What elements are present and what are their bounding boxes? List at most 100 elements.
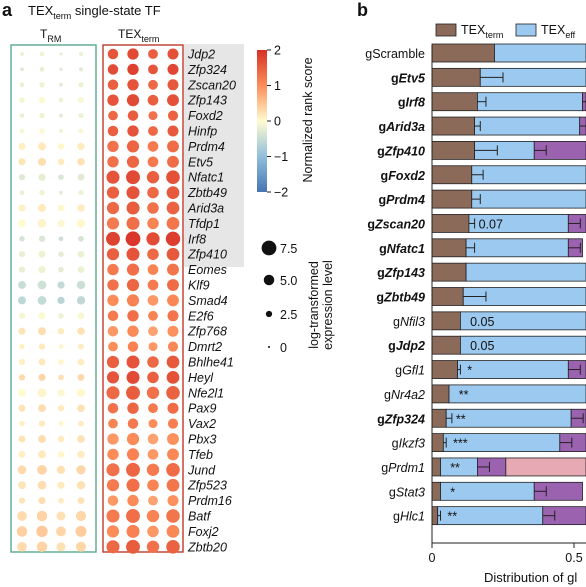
- texterm-dot: [106, 371, 120, 384]
- x-axis-label: Distribution of gl: [484, 570, 577, 585]
- trm-dot: [75, 525, 87, 537]
- gene-label: Prdm4: [188, 140, 225, 154]
- trm-dot: [19, 82, 25, 88]
- texterm-dot: [167, 433, 179, 445]
- texterm-dot: [127, 310, 139, 322]
- texterm-dot: [106, 231, 120, 246]
- colorbar-title: Normalized rank score: [301, 57, 315, 182]
- texterm-dot: [146, 509, 160, 523]
- colorbar-tick-label: 1: [274, 79, 281, 93]
- texterm-dot: [107, 94, 119, 106]
- bar-annotation: **: [456, 412, 466, 426]
- trm-dot: [39, 189, 45, 196]
- texterm-dot: [127, 125, 139, 137]
- texterm-dot: [126, 509, 140, 523]
- gene-label: Jund: [187, 463, 216, 477]
- trm-dot: [38, 235, 46, 242]
- texterm-dot: [147, 186, 159, 199]
- texterm-dot: [147, 433, 159, 445]
- trm-dot: [17, 465, 27, 475]
- trm-dot: [37, 280, 47, 290]
- trm-dot: [38, 266, 46, 274]
- texterm-dot: [167, 294, 179, 307]
- bar-category-label: gZfp143: [377, 266, 425, 280]
- trm-dot: [57, 389, 65, 397]
- texterm-dot: [167, 79, 179, 91]
- trm-dot: [18, 358, 26, 366]
- texterm-dot: [126, 186, 140, 200]
- bar-segment: [431, 311, 461, 331]
- bar-category-label: gStat3: [389, 485, 425, 499]
- bar-annotation: ***: [453, 437, 468, 451]
- bar-segment: [431, 457, 441, 477]
- bar-segment: [431, 92, 478, 112]
- texterm-dot: [148, 495, 158, 506]
- panel-a-letter: a: [2, 0, 13, 20]
- texterm-dot: [147, 217, 159, 230]
- bar-annotation: **: [459, 388, 469, 402]
- texterm-dot: [107, 79, 119, 91]
- texterm-dot: [166, 217, 180, 230]
- bar-category-label: gZfp324: [377, 412, 425, 426]
- texterm-dot: [166, 371, 180, 384]
- trm-dot: [38, 420, 46, 427]
- bar-category-label: gPrdm4: [378, 193, 425, 207]
- texterm-dot: [126, 263, 140, 276]
- trm-dot: [18, 450, 26, 458]
- gene-label: Etv5: [188, 155, 213, 169]
- texterm-dot: [126, 247, 140, 261]
- texterm-dot: [126, 432, 140, 446]
- texterm-dot: [126, 355, 140, 369]
- trm-dot: [57, 451, 65, 458]
- texterm-dot: [127, 418, 139, 429]
- trm-dot: [39, 67, 45, 72]
- bar-annotation: 0.07: [479, 217, 503, 231]
- bar-category-label: gGfl1: [395, 364, 425, 378]
- texterm-dot: [126, 140, 140, 153]
- gene-label: Irf8: [188, 232, 206, 246]
- texterm-dot: [125, 231, 141, 247]
- bar-category-label: gNfil3: [393, 315, 425, 329]
- bar-segment: [431, 335, 461, 355]
- bar-segment: [431, 67, 481, 87]
- bar-segment: [431, 116, 475, 136]
- trm-dot: [57, 327, 65, 335]
- gene-label: Zfp410: [187, 248, 227, 262]
- texterm-dot: [147, 264, 159, 275]
- gene-label: Tfdp1: [188, 217, 220, 231]
- texterm-dot: [106, 540, 120, 554]
- size-legend-label: 7.5: [280, 242, 297, 256]
- texterm-dot: [107, 64, 119, 75]
- texterm-dot: [106, 509, 120, 523]
- texterm-dot: [127, 494, 139, 507]
- size-legend-label: 2.5: [280, 308, 297, 322]
- trm-dot: [57, 219, 65, 228]
- trm-dot: [18, 374, 26, 381]
- trm-dot: [18, 281, 26, 289]
- texterm-dot: [108, 110, 118, 121]
- legend-swatch-texterm: [435, 23, 457, 37]
- gene-label: Bhlhe41: [188, 356, 234, 370]
- texterm-dot: [147, 479, 159, 491]
- colorbar-tick-label: −1: [274, 150, 288, 164]
- bar-segment: [431, 433, 444, 453]
- texterm-dot: [148, 126, 158, 136]
- texterm-dot: [166, 525, 180, 538]
- gene-label: Zbtb49: [187, 186, 227, 200]
- legend-label-texterm: TEXterm: [461, 23, 503, 40]
- trm-dot: [38, 435, 46, 443]
- trm-dot: [38, 327, 46, 336]
- trm-dot: [58, 174, 64, 180]
- trm-dot: [19, 128, 25, 134]
- texterm-dot: [147, 295, 159, 306]
- texterm-dot: [107, 156, 119, 168]
- texterm-dot: [148, 419, 158, 429]
- texterm-dot: [167, 495, 179, 507]
- texterm-dot: [148, 79, 158, 90]
- trm-dot: [36, 525, 48, 538]
- trm-dot: [17, 511, 27, 521]
- texterm-dot: [107, 263, 119, 276]
- bar-segment: [431, 481, 441, 501]
- trm-dot: [77, 312, 85, 320]
- trm-dot: [18, 174, 26, 181]
